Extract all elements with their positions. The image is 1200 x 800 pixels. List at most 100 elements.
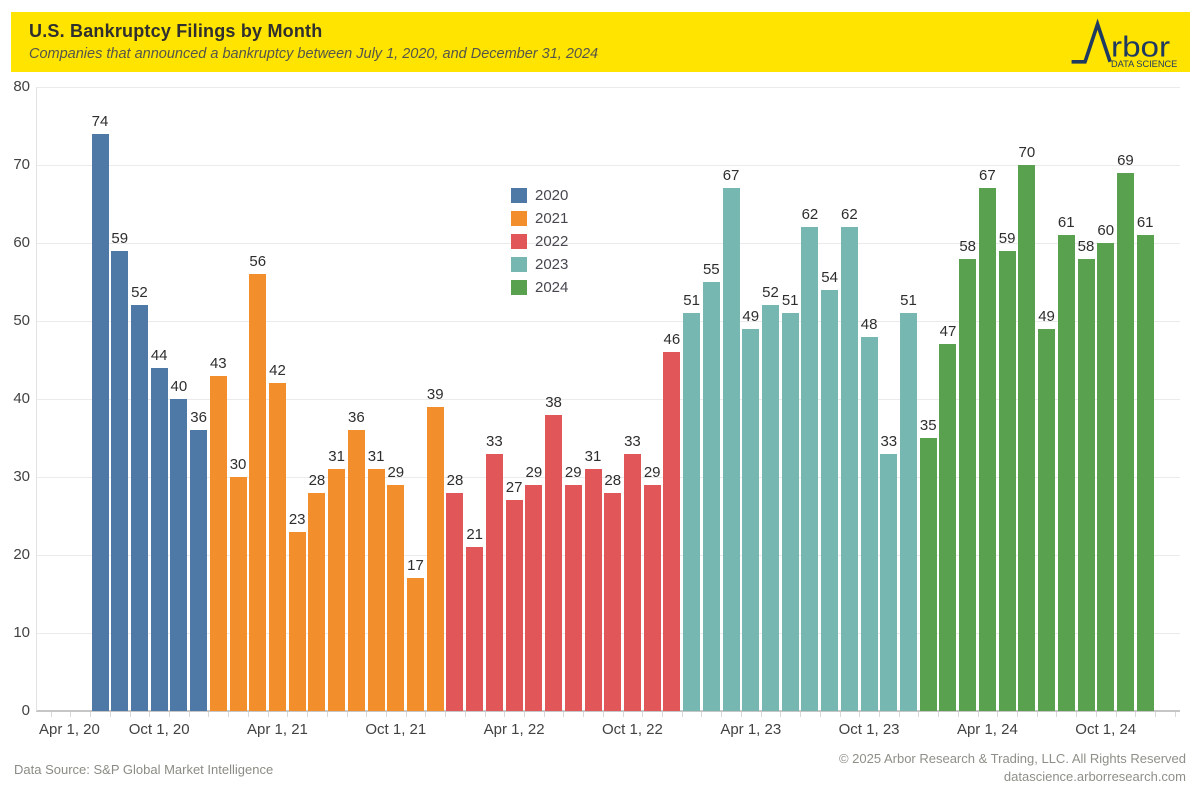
bar-2021-aug[interactable]: [347, 430, 365, 711]
bar-2021-jul[interactable]: [328, 469, 346, 711]
x-axis-month-tick: [109, 712, 111, 717]
bar-2023-sep[interactable]: [840, 227, 858, 711]
x-axis-month-tick: [425, 712, 427, 717]
footer-url[interactable]: datascience.arborresearch.com: [1003, 769, 1186, 784]
legend-item-2021[interactable]: 2021: [511, 207, 568, 230]
x-axis-label-oct-1-23: Oct 1, 23: [838, 721, 900, 738]
bar-2022-may[interactable]: [525, 484, 543, 711]
bar-2024-sep[interactable]: [1077, 258, 1095, 711]
bar-2022-jul[interactable]: [564, 484, 582, 711]
bar-2022-apr[interactable]: [505, 500, 523, 711]
x-axis-month-tick: [405, 712, 407, 717]
x-axis-label-oct-1-22: Oct 1, 22: [602, 721, 663, 738]
bar-value-label: 29: [643, 463, 661, 481]
bar-value-label: 33: [486, 432, 503, 450]
bar-2024-nov[interactable]: [1116, 172, 1134, 711]
header-banner: U.S. Bankruptcy Filings by Month Compani…: [11, 12, 1190, 72]
bar-2020-oct[interactable]: [150, 367, 168, 711]
bar-2024-aug[interactable]: [1057, 235, 1075, 711]
bar-2024-jul[interactable]: [1038, 328, 1056, 711]
x-axis-month-tick: [563, 712, 565, 717]
bar-2022-feb[interactable]: [466, 547, 484, 711]
bar-2023-feb[interactable]: [702, 282, 720, 711]
bar-value-label: 74: [91, 112, 109, 130]
legend-label-2022: 2022: [535, 233, 569, 250]
gridline-40: [36, 399, 1180, 400]
bar-2023-oct[interactable]: [860, 336, 878, 711]
bar-2023-jun[interactable]: [781, 313, 799, 711]
bar-value-label: 70: [1018, 144, 1036, 161]
bar-2023-jan[interactable]: [683, 313, 701, 711]
x-axis-month-tick: [1174, 712, 1176, 717]
bar-2020-dec[interactable]: [190, 430, 208, 711]
bar-2024-feb[interactable]: [939, 344, 957, 711]
x-axis-month-tick: [543, 712, 545, 717]
bar-2022-mar[interactable]: [485, 453, 503, 711]
bar-2023-may[interactable]: [761, 305, 779, 711]
x-axis-month-tick: [740, 712, 742, 717]
x-axis-month-tick: [1016, 712, 1018, 717]
x-axis-month-tick: [70, 712, 72, 717]
bar-2020-nov[interactable]: [170, 399, 188, 711]
bar-2022-dec[interactable]: [663, 352, 681, 711]
bar-2021-mar[interactable]: [249, 274, 267, 711]
bar-value-label: 21: [466, 526, 484, 544]
bar-2024-jan[interactable]: [919, 438, 937, 711]
x-axis-label-oct-1-21: Oct 1, 21: [365, 721, 427, 738]
bar-2021-dec[interactable]: [426, 406, 444, 711]
bar-value-label: 39: [426, 385, 444, 403]
bar-value-label: 67: [722, 167, 740, 185]
legend-swatch-2023: [511, 257, 527, 272]
y-axis-label-50: 50: [13, 312, 30, 329]
x-axis-month-tick: [228, 712, 230, 717]
x-axis-month-tick: [1155, 712, 1157, 717]
legend-item-2023[interactable]: 2023: [511, 253, 568, 276]
bar-2022-aug[interactable]: [584, 469, 602, 711]
bar-2021-jun[interactable]: [308, 492, 326, 711]
bar-value-label: 59: [998, 229, 1016, 247]
legend-item-2022[interactable]: 2022: [511, 230, 568, 253]
bar-value-label: 60: [1097, 222, 1115, 239]
bar-2021-feb[interactable]: [229, 477, 247, 711]
legend-item-2020[interactable]: 2020: [511, 184, 568, 207]
x-axis-month-tick: [188, 712, 190, 717]
x-axis-month-tick: [346, 712, 348, 717]
bar-2021-nov[interactable]: [407, 578, 425, 711]
bar-2021-sep[interactable]: [367, 469, 385, 711]
bar-2022-sep[interactable]: [604, 492, 622, 711]
bar-2023-mar[interactable]: [722, 188, 740, 711]
bar-2023-aug[interactable]: [821, 289, 839, 711]
bar-2022-oct[interactable]: [623, 453, 641, 711]
bar-2024-apr[interactable]: [978, 188, 996, 711]
bar-2020-sep[interactable]: [130, 305, 148, 711]
bar-2022-jun[interactable]: [545, 414, 563, 711]
x-axis-month-tick: [326, 712, 328, 717]
x-axis-label-apr-1-21: Apr 1, 21: [247, 721, 308, 738]
bar-2024-may[interactable]: [998, 250, 1016, 711]
bar-2021-apr[interactable]: [268, 383, 286, 711]
bar-2020-jul[interactable]: [91, 133, 109, 711]
y-axis-label-40: 40: [13, 390, 30, 407]
bar-2024-oct[interactable]: [1097, 243, 1115, 711]
copyright-block: © 2025 Arbor Research & Trading, LLC. Al…: [839, 750, 1186, 786]
x-axis-month-tick: [662, 712, 664, 717]
legend-item-2024[interactable]: 2024: [511, 276, 568, 299]
bar-2024-jun[interactable]: [1018, 165, 1036, 711]
x-axis-month-tick: [642, 712, 644, 717]
bar-2021-may[interactable]: [288, 531, 306, 711]
bar-2022-jan[interactable]: [446, 492, 464, 711]
bar-2023-dec[interactable]: [900, 313, 918, 711]
bar-2024-mar[interactable]: [959, 258, 977, 711]
bar-2023-apr[interactable]: [742, 328, 760, 711]
bar-2022-nov[interactable]: [643, 484, 661, 711]
bar-2023-jul[interactable]: [801, 227, 819, 711]
bar-2021-oct[interactable]: [387, 484, 405, 711]
y-axis-label-10: 10: [13, 624, 30, 641]
bar-2020-aug[interactable]: [111, 250, 129, 711]
x-axis-month-tick: [898, 712, 900, 717]
bar-value-label: 58: [959, 237, 977, 255]
bar-2021-jan[interactable]: [209, 375, 227, 711]
bar-2024-dec[interactable]: [1136, 235, 1154, 711]
bar-2023-nov[interactable]: [880, 453, 898, 711]
